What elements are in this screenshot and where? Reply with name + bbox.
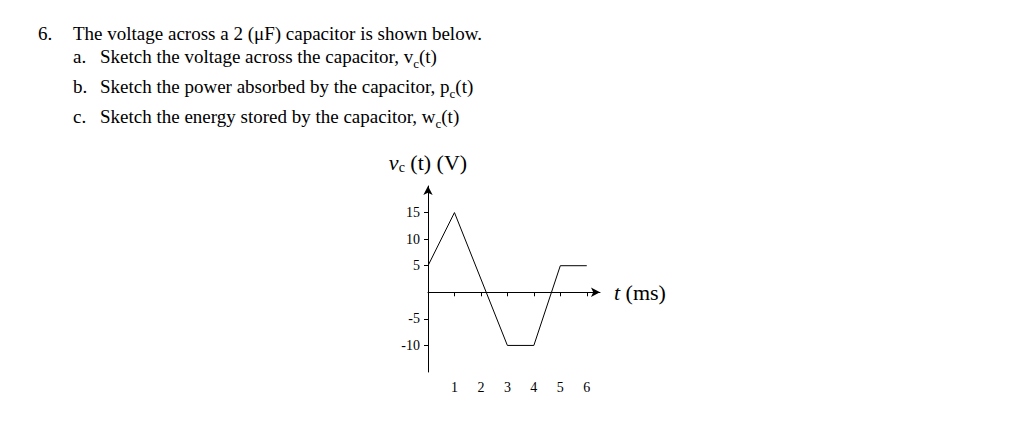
html-text:The voltage across a 2 (μF) ca: The voltage across a 2 (μF) capacitor is… [73, 23, 482, 44]
svg-text:3: 3 [504, 380, 511, 395]
svg-text:t: t [614, 279, 621, 305]
html-text:Sketch the power absorbed by t: Sketch the power absorbed by the capacit… [100, 75, 474, 101]
html-text:6.: 6. [38, 23, 53, 44]
svg-text:5: 5 [413, 258, 420, 273]
html-text:a.: a. [73, 46, 87, 67]
svg-text:c: c [398, 159, 405, 175]
svg-text:5: 5 [557, 380, 564, 395]
svg-text:(ms): (ms) [620, 280, 666, 305]
svg-text:15: 15 [406, 205, 420, 220]
svg-text:v: v [389, 150, 399, 175]
html-text:b.: b. [73, 75, 88, 97]
svg-text:-10: -10 [401, 338, 420, 353]
svg-text:-5: -5 [408, 311, 420, 326]
html-text:Sketch the voltage across the: Sketch the voltage across the capacitor,… [100, 46, 437, 71]
svg-text:2: 2 [477, 380, 484, 395]
svg-text:1: 1 [451, 380, 458, 395]
html-text:c.: c. [73, 105, 87, 127]
svg-text:(t) (V): (t) (V) [405, 150, 467, 175]
svg-text:10: 10 [406, 232, 420, 247]
html-text:Sketch the energy stored by th: Sketch the energy stored by the capacito… [100, 105, 460, 131]
svg-text:4: 4 [530, 380, 537, 395]
svg-text:6: 6 [583, 380, 590, 395]
